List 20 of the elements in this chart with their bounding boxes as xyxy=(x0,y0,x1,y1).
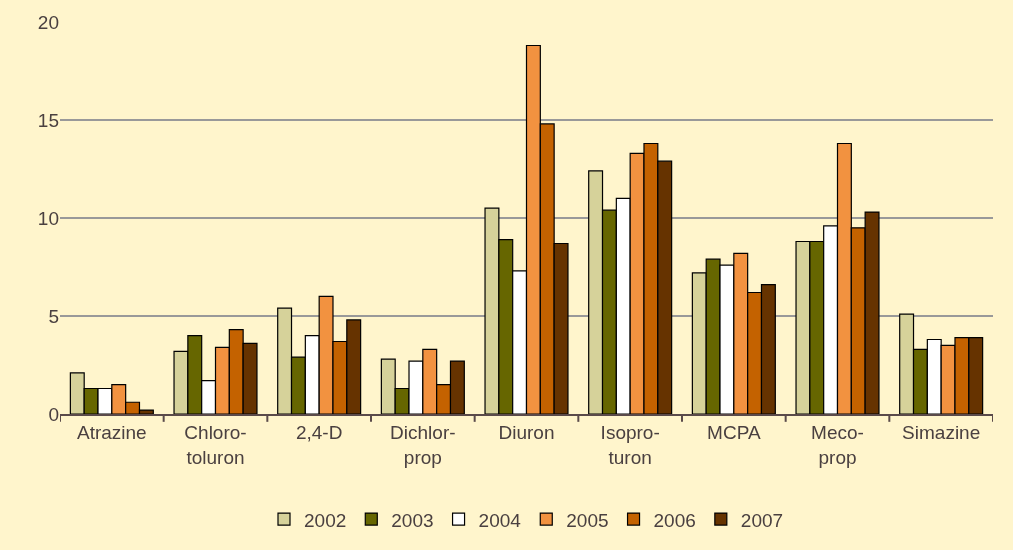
x-tick-label: Chloro- toluron xyxy=(184,421,247,468)
legend-label: 2005 xyxy=(566,509,609,531)
x-tick-label: Diuron xyxy=(498,421,555,443)
y-tick-label: 0 xyxy=(48,403,59,425)
x-tick-label: 2,4-D xyxy=(295,421,343,443)
y-tick-label: 5 xyxy=(48,305,59,327)
x-tick-label: Dichlor- prop xyxy=(390,421,456,468)
y-tick-label: 10 xyxy=(37,207,59,229)
x-tick-label: Isopro- turon xyxy=(600,421,660,468)
legend-label: 2002 xyxy=(304,509,347,531)
x-tick-label: Simazine xyxy=(902,421,981,443)
x-tick-label: Meco- prop xyxy=(811,421,864,468)
y-tick-label: 15 xyxy=(37,109,59,131)
legend-label: 2006 xyxy=(653,509,696,531)
legend-label: 2004 xyxy=(478,509,522,531)
legend-label: 2007 xyxy=(740,509,784,531)
legend-label: 2003 xyxy=(391,509,434,531)
x-tick-label: MCPA xyxy=(707,421,761,443)
y-tick-label: 20 xyxy=(37,11,59,33)
x-tick-label: Atrazine xyxy=(76,421,147,443)
